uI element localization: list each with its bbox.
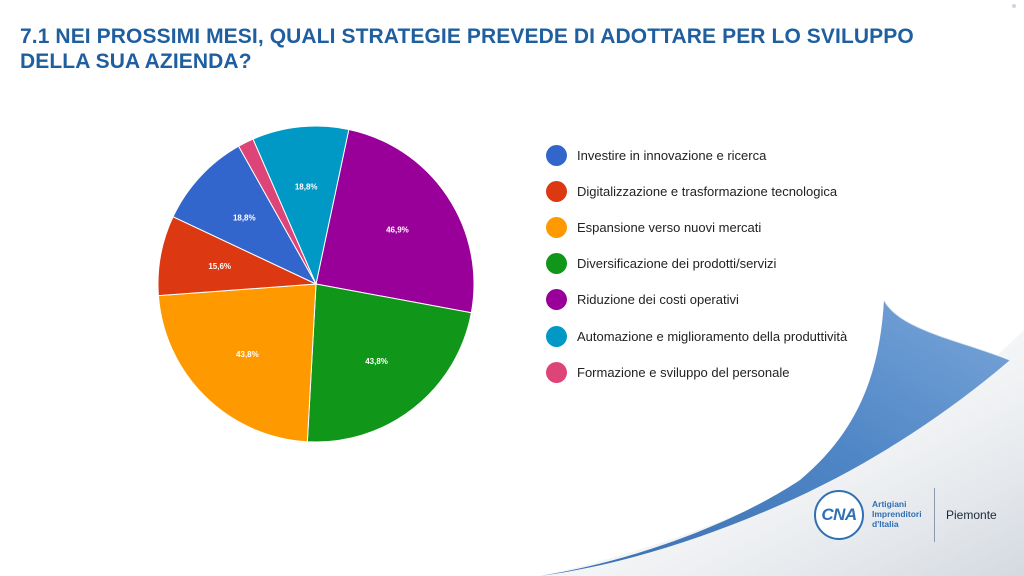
cna-subtitle-line: d'Italia [872,519,899,529]
slice-data-label: 43,8% [236,350,259,359]
pie-slice [157,283,317,443]
legend-swatch [546,180,567,202]
legend-item: Automazione e miglioramento della produt… [546,318,847,354]
legend-label: Investire in innovazione e ricerca [577,147,767,163]
legend-label: Riduzione dei costi operativi [577,292,739,308]
slice-data-label: 18,8% [295,183,318,192]
corner-dot [1012,4,1016,8]
legend-label: Formazione e sviluppo del personale [577,364,790,380]
logo-divider [934,488,935,542]
slice-data-label: 15,6% [208,262,231,271]
legend-label: Digitalizzazione e trasformazione tecnol… [577,183,838,199]
page-title: 7.1 NEI PROSSIMI MESI, QUALI STRATEGIE P… [20,25,914,73]
legend-swatch [546,289,567,311]
pie-slice [315,128,475,314]
slice-data-label: 46,9% [386,226,409,235]
legend-swatch [546,325,567,347]
pie-slice [172,145,318,286]
cna-logo: CNA Artigiani Imprenditori d'Italia Piem… [808,488,1018,544]
slice-data-label: 18,8% [233,213,256,222]
cna-region: Piemonte [946,508,997,522]
legend-swatch [546,361,567,383]
legend-item: Riduzione dei costi operativi [546,282,847,318]
legend-swatch [546,144,567,166]
chart-legend: Investire in innovazione e ricerca Digita… [546,137,847,390]
slice-data-label: 43,8% [365,357,388,366]
cna-mark: CNA [814,490,864,540]
pie-slice [306,283,472,443]
pie-slice [252,125,350,286]
legend-item: Formazione e sviluppo del personale [546,354,847,390]
legend-label: Automazione e miglioramento della produt… [577,328,848,344]
legend-item: Investire in innovazione e ricerca [546,137,847,173]
legend-swatch [546,216,567,238]
legend-label: Espansione verso nuovi mercati [577,219,762,235]
legend-label: Diversificazione dei prodotti/servizi [577,256,777,272]
legend-swatch [546,253,567,275]
cna-subtitle-line: Artigiani [872,499,907,509]
legend-item: Espansione verso nuovi mercati [546,209,847,245]
legend-item: Digitalizzazione e trasformazione tecnol… [546,173,847,209]
cna-subtitle: Artigiani Imprenditori d'Italia [872,499,922,529]
cna-mark-text: CNA [821,505,857,524]
legend-item: Diversificazione dei prodotti/servizi [546,246,847,282]
cna-subtitle-line: Imprenditori [872,509,922,519]
